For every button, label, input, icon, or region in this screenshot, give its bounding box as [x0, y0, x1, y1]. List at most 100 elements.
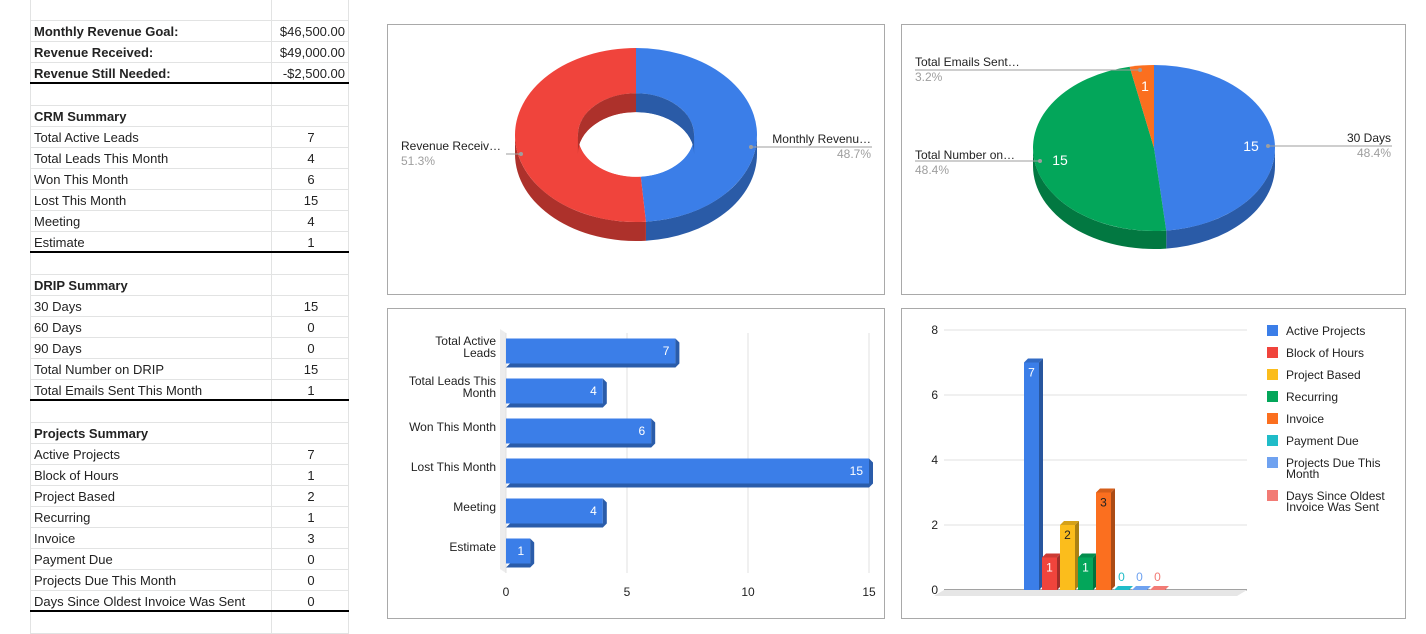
cell-value: 15 — [303, 193, 319, 208]
bar[interactable] — [506, 458, 869, 484]
column[interactable] — [1042, 557, 1057, 591]
crm-row[interactable]: Meeting 4 — [30, 211, 349, 232]
crm-row[interactable]: Won This Month 6 — [30, 169, 349, 190]
revenue-needed-row[interactable]: Revenue Still Needed: -$2,500.00 — [30, 63, 349, 84]
drip-pie-chart[interactable]: Total Emails Sent… 3.2% Total Number on…… — [901, 24, 1406, 295]
column-flat[interactable] — [1114, 586, 1133, 590]
projects-row[interactable]: Payment Due 0 — [30, 549, 349, 570]
projects-row[interactable]: Days Since Oldest Invoice Was Sent 0 — [30, 591, 349, 612]
crm-row[interactable]: Lost This Month 15 — [30, 190, 349, 211]
category-label: Lost This Month — [411, 460, 496, 474]
revenue-received-row[interactable]: Revenue Received: $49,000.00 — [30, 42, 349, 63]
pie-slice[interactable] — [1129, 65, 1154, 148]
drip-summary-header[interactable]: DRIP Summary — [30, 275, 349, 296]
drip-row[interactable]: 60 Days 0 — [30, 317, 349, 338]
crm-row[interactable]: Estimate 1 — [30, 232, 349, 253]
cell-label: Total Leads This Month — [34, 151, 169, 166]
legend-label[interactable]: Payment Due — [1286, 434, 1359, 448]
column-data-label: 3 — [1100, 496, 1107, 510]
empty-row[interactable] — [30, 0, 349, 21]
bar[interactable] — [506, 498, 603, 524]
empty-row[interactable] — [30, 402, 349, 423]
crm-bar-chart[interactable]: 7 4 6 15 4 1 Total Active Leads Total Leads Thi… — [387, 308, 885, 619]
revenue-donut-svg: Revenue Receiv… 51.3% Monthly Revenu… 48… — [401, 48, 872, 241]
crm-row[interactable]: Total Active Leads 7 — [30, 127, 349, 148]
cell-label: Days Since Oldest Invoice Was Sent — [34, 594, 246, 609]
crm-summary-header[interactable]: CRM Summary — [30, 106, 349, 127]
projects-row[interactable]: Block of Hours 1 — [30, 465, 349, 486]
cell-label: Active Projects — [34, 447, 120, 462]
projects-row[interactable]: Invoice 3 — [30, 528, 349, 549]
column-flat[interactable] — [1132, 586, 1151, 590]
bar-data-label: 7 — [663, 344, 670, 358]
legend-label[interactable]: Recurring — [1286, 390, 1338, 404]
x-tick-label: 10 — [741, 585, 755, 599]
bar[interactable] — [506, 338, 676, 364]
bar[interactable] — [506, 538, 531, 564]
column-top — [1078, 553, 1097, 558]
bar-bottom — [506, 523, 607, 528]
pie-slice[interactable] — [1032, 66, 1167, 232]
pie-slice[interactable] — [636, 48, 757, 222]
legend-label[interactable]: Month — [1286, 467, 1319, 481]
pie-slice-side[interactable] — [1033, 148, 1167, 249]
column[interactable] — [1078, 557, 1093, 591]
bar-side — [651, 418, 656, 444]
drip-row[interactable]: Total Emails Sent This Month 1 — [30, 380, 349, 401]
projects-row[interactable]: Project Based 2 — [30, 486, 349, 507]
pie-slice-side[interactable] — [645, 135, 757, 241]
legend-label[interactable]: Block of Hours — [1286, 346, 1364, 360]
cell-value: 1 — [307, 510, 315, 525]
axis-wall — [500, 329, 506, 573]
legend-label[interactable]: Project Based — [1286, 368, 1361, 382]
y-tick-label: 4 — [931, 453, 938, 467]
empty-row[interactable] — [30, 254, 349, 275]
empty-row[interactable] — [30, 85, 349, 106]
legend-label[interactable]: Invoice Was Sent — [1286, 500, 1380, 514]
legend-label[interactable]: Active Projects — [1286, 324, 1365, 338]
column-top — [1024, 358, 1043, 363]
cell-label: Meeting — [34, 214, 81, 229]
legend-label[interactable]: Projects Due This — [1286, 456, 1380, 470]
column[interactable] — [1060, 525, 1075, 590]
category-label: Month — [463, 386, 496, 400]
leader-dot — [1038, 159, 1042, 163]
projects-row[interactable]: Projects Due This Month 0 — [30, 570, 349, 591]
projects-summary-header[interactable]: Projects Summary — [30, 423, 349, 444]
column[interactable] — [1096, 492, 1111, 591]
revenue-donut-chart[interactable]: Revenue Receiv… 51.3% Monthly Revenu… 48… — [387, 24, 885, 295]
column-flat[interactable] — [1150, 586, 1169, 590]
legend-swatch — [1267, 490, 1278, 501]
projects-row[interactable]: Active Projects 7 — [30, 444, 349, 465]
cell-value: 15 — [303, 299, 319, 314]
projects-row[interactable]: Recurring 1 — [30, 507, 349, 528]
legend-swatch — [1267, 325, 1278, 336]
legend-label[interactable]: Days Since Oldest — [1286, 489, 1385, 503]
section-title: Projects Summary — [34, 426, 149, 441]
drip-row[interactable]: 90 Days 0 — [30, 338, 349, 359]
revenue-goal-row[interactable]: Monthly Revenue Goal: $46,500.00 — [30, 21, 349, 42]
pie-slice[interactable] — [1154, 65, 1276, 231]
crm-row[interactable]: Total Leads This Month 4 — [30, 148, 349, 169]
legend-swatch — [1267, 391, 1278, 402]
drip-row[interactable]: 30 Days 15 — [30, 296, 349, 317]
cell-value: 15 — [303, 362, 319, 377]
cell-label: Total Number on DRIP — [34, 362, 165, 377]
legend-label[interactable]: Invoice — [1286, 412, 1324, 426]
bar[interactable] — [506, 378, 603, 404]
column[interactable] — [1024, 362, 1039, 591]
cell-value: $49,000.00 — [279, 45, 345, 60]
cell-value: 0 — [307, 341, 315, 356]
cell-label: 60 Days — [34, 320, 82, 335]
pie-slice-side[interactable] — [1166, 148, 1275, 249]
cell-label: 30 Days — [34, 299, 82, 314]
drip-row[interactable]: Total Number on DRIP 15 — [30, 359, 349, 380]
pie-slice[interactable] — [515, 48, 646, 222]
pie-slice-side[interactable] — [515, 135, 646, 241]
legend-swatch — [1267, 347, 1278, 358]
slice-label-total-on-drip: Total Number on… — [915, 148, 1015, 162]
empty-row[interactable] — [30, 613, 349, 634]
bar[interactable] — [506, 418, 652, 444]
